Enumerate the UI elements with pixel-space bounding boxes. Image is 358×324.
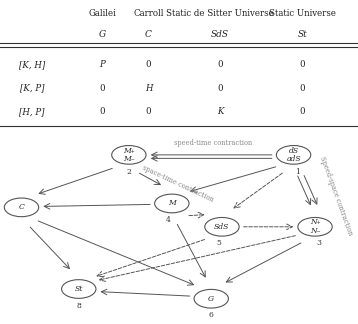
Text: Static Universe: Static Universe bbox=[269, 9, 336, 18]
Text: SdS: SdS bbox=[214, 223, 229, 231]
Text: 0: 0 bbox=[146, 60, 151, 69]
Text: 8: 8 bbox=[76, 302, 81, 310]
Text: Speed-space contraction: Speed-space contraction bbox=[319, 155, 354, 236]
Text: G: G bbox=[208, 295, 214, 303]
Text: dS
adS: dS adS bbox=[286, 146, 301, 163]
Circle shape bbox=[155, 194, 189, 213]
Text: Carroll: Carroll bbox=[133, 9, 164, 18]
Text: P: P bbox=[99, 60, 105, 69]
Text: K: K bbox=[217, 107, 223, 116]
Text: C: C bbox=[19, 203, 24, 211]
Text: 0: 0 bbox=[217, 60, 223, 69]
Text: St: St bbox=[297, 30, 308, 39]
Text: 6: 6 bbox=[209, 311, 214, 319]
Text: 0: 0 bbox=[300, 107, 305, 116]
Text: 0: 0 bbox=[99, 84, 105, 93]
Circle shape bbox=[298, 217, 332, 236]
Text: 4: 4 bbox=[166, 216, 171, 224]
Text: 2: 2 bbox=[126, 168, 131, 176]
Text: G: G bbox=[98, 30, 106, 39]
Circle shape bbox=[4, 198, 39, 217]
Text: SdS: SdS bbox=[211, 30, 229, 39]
Text: Static de Sitter Universe: Static de Sitter Universe bbox=[166, 9, 274, 18]
Text: 5: 5 bbox=[216, 239, 221, 248]
Text: H: H bbox=[145, 84, 152, 93]
Text: space-time contraction: space-time contraction bbox=[141, 164, 215, 204]
Text: 0: 0 bbox=[99, 107, 105, 116]
Text: [K, P]: [K, P] bbox=[20, 84, 44, 93]
Circle shape bbox=[194, 289, 228, 308]
Circle shape bbox=[112, 145, 146, 164]
Text: 0: 0 bbox=[146, 107, 151, 116]
Text: 0: 0 bbox=[300, 84, 305, 93]
Text: [K, H]: [K, H] bbox=[19, 60, 45, 69]
Text: 0: 0 bbox=[300, 60, 305, 69]
Text: St: St bbox=[74, 285, 83, 293]
Circle shape bbox=[276, 145, 311, 164]
Circle shape bbox=[205, 217, 239, 236]
Circle shape bbox=[62, 280, 96, 298]
Text: Galilei: Galilei bbox=[88, 9, 116, 18]
Text: 1: 1 bbox=[295, 168, 300, 176]
Text: N₊
N₋: N₊ N₋ bbox=[310, 218, 320, 235]
Text: C: C bbox=[145, 30, 152, 39]
Text: M₊
M₋: M₊ M₋ bbox=[123, 146, 135, 163]
Text: 0: 0 bbox=[217, 84, 223, 93]
Text: 3: 3 bbox=[316, 239, 321, 248]
Text: speed-time contraction: speed-time contraction bbox=[174, 139, 252, 147]
Text: [H, P]: [H, P] bbox=[19, 107, 45, 116]
Text: M: M bbox=[168, 200, 176, 207]
